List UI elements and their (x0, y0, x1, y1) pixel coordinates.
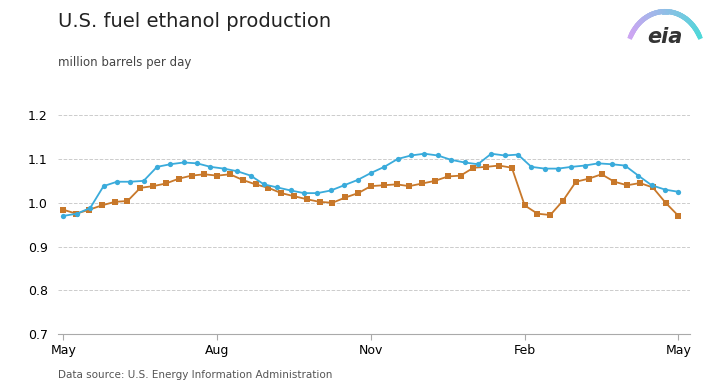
Text: U.S. fuel ethanol production: U.S. fuel ethanol production (58, 12, 331, 30)
Text: million barrels per day: million barrels per day (58, 56, 191, 69)
Text: eia: eia (648, 27, 683, 47)
Text: Data source: U.S. Energy Information Administration: Data source: U.S. Energy Information Adm… (58, 370, 332, 380)
